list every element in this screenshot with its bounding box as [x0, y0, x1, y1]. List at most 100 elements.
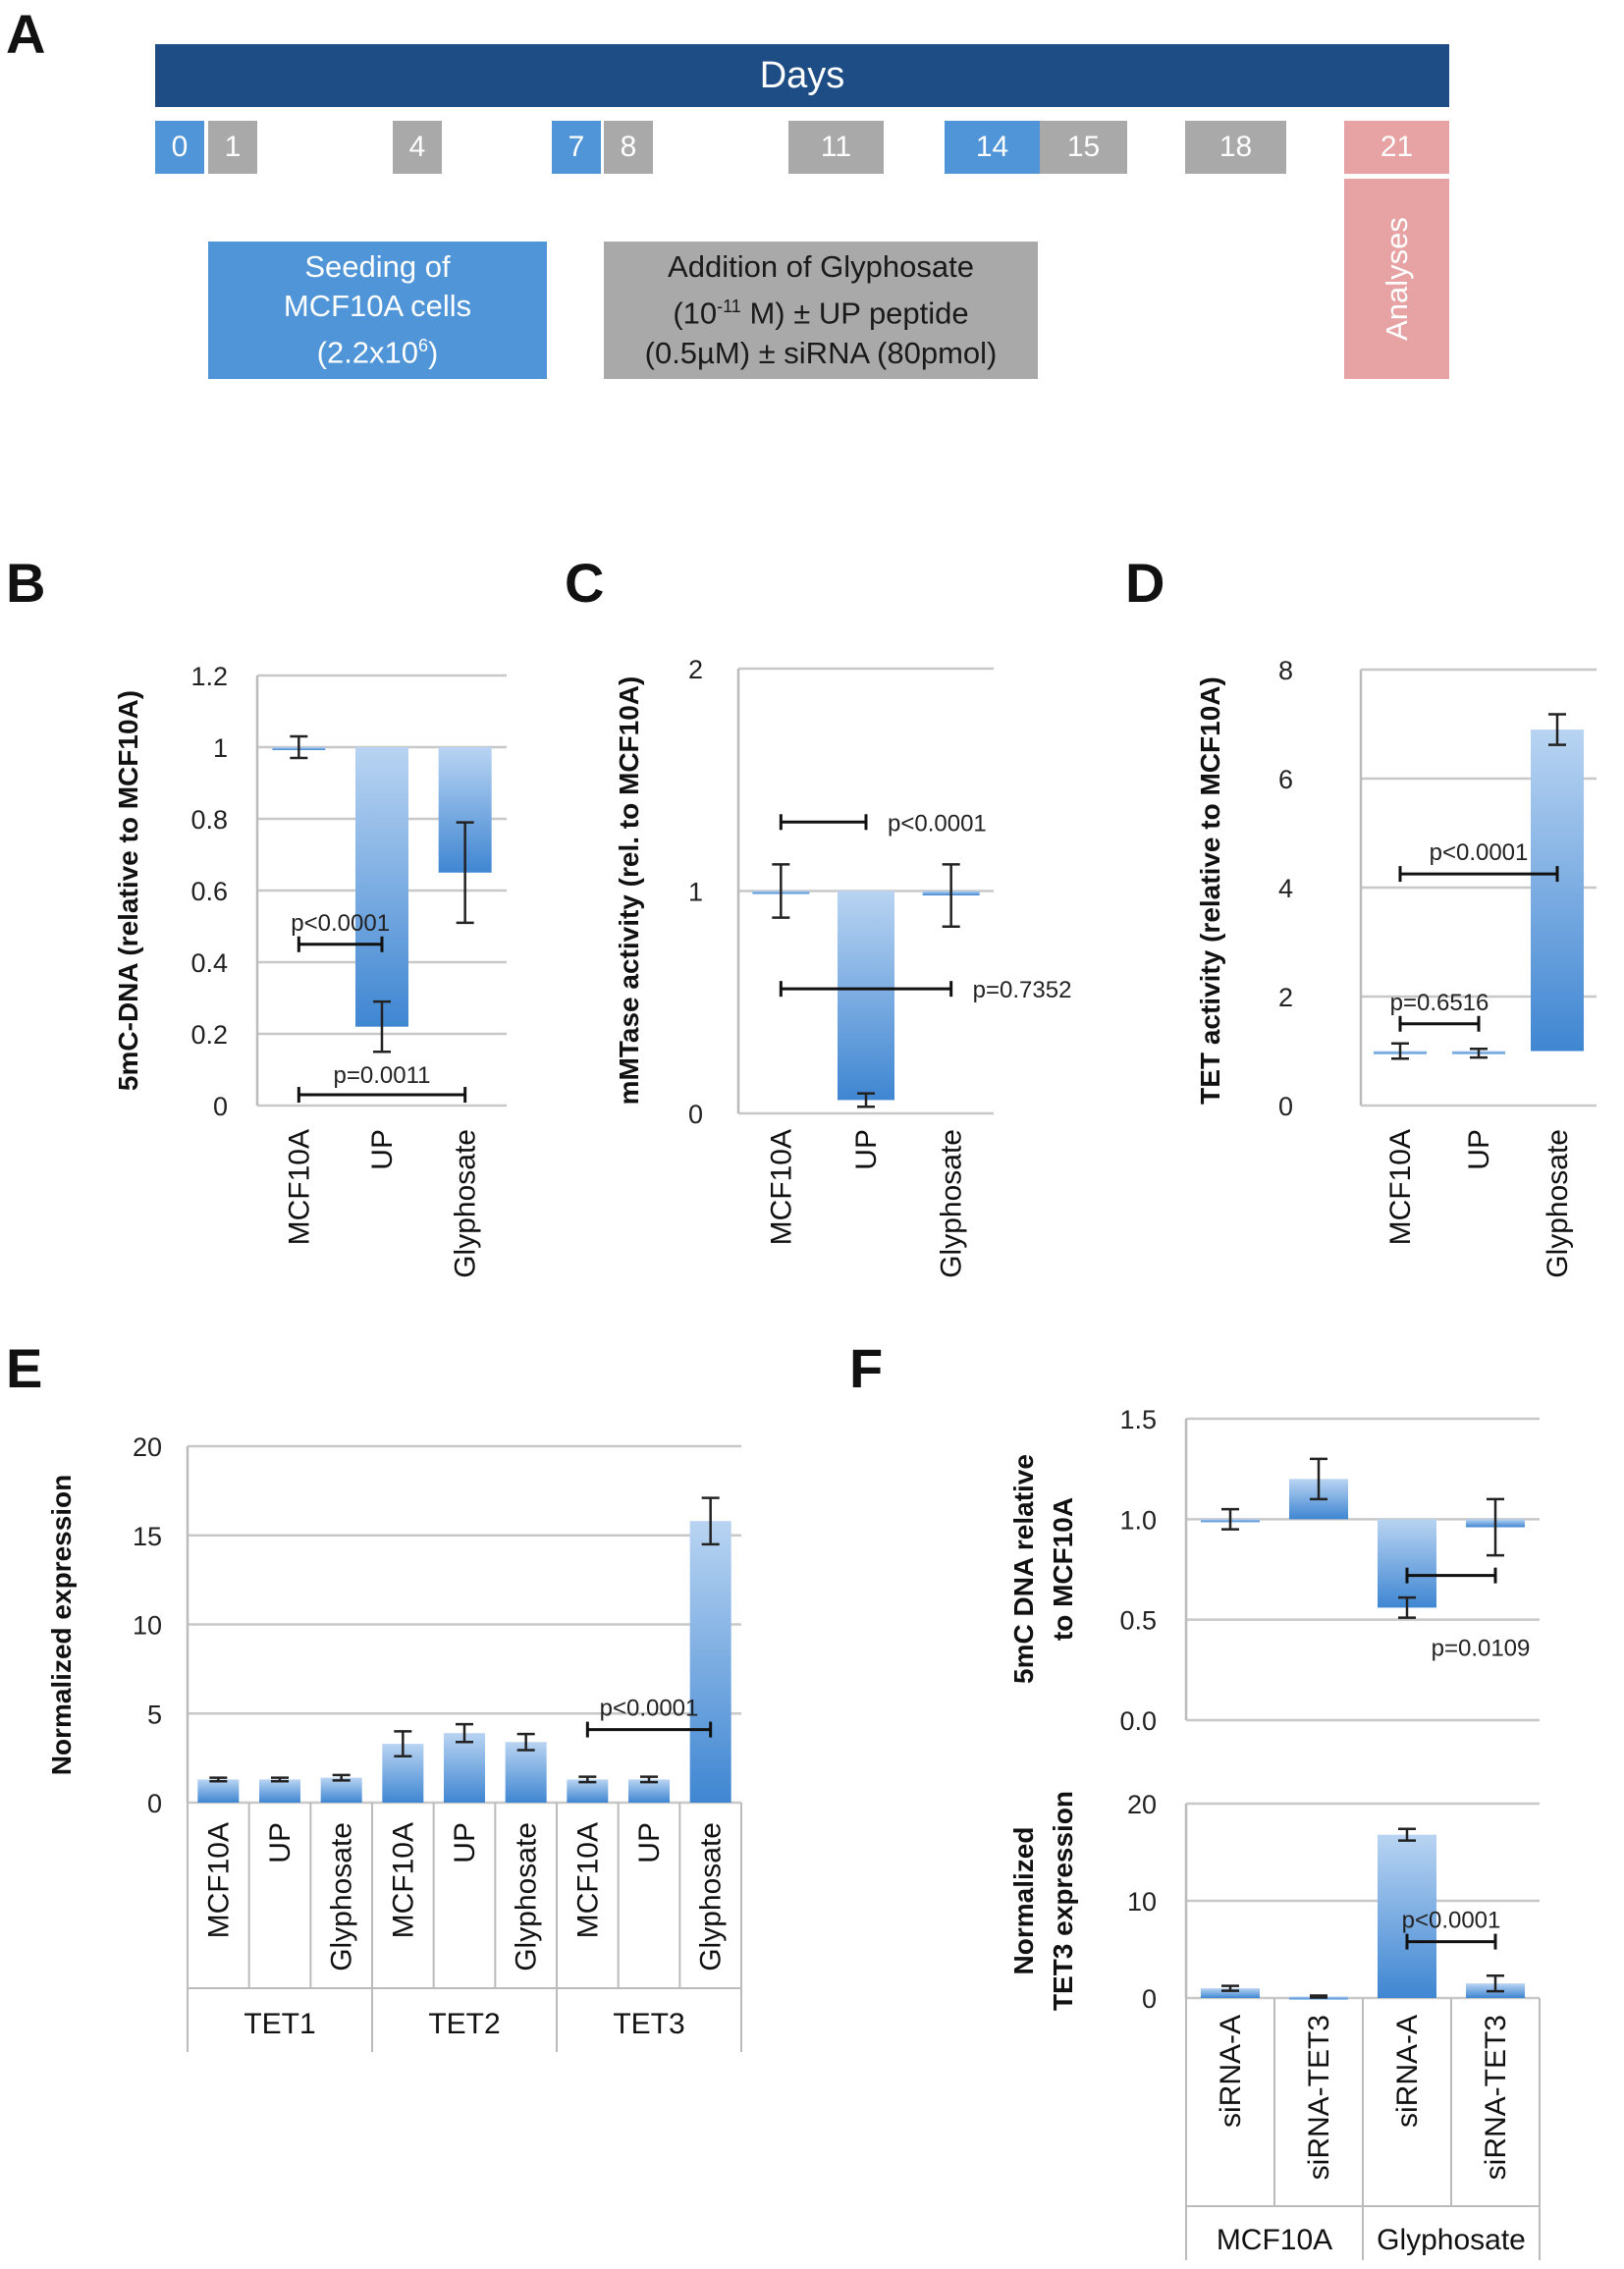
y-tick-label: 1.2 [190, 662, 228, 691]
day-14-box: 14 [945, 121, 1040, 174]
chart-e: 0 5 10 15 20 Normalized expression p<0.0001 MCF… [46, 1432, 742, 2052]
bar [1378, 1519, 1436, 1608]
bar [628, 1779, 670, 1803]
y-axis-title: Normalized expression [46, 1475, 77, 1776]
category-label: UP [850, 1129, 883, 1170]
p-value-label: p<0.0001 [888, 810, 987, 837]
y-tick-label: 0 [1142, 1984, 1157, 2014]
bar [922, 891, 980, 896]
bar [444, 1733, 485, 1803]
category-label: UP [633, 1822, 666, 1864]
category-label: MCF10A [765, 1129, 797, 1245]
bar [1374, 1051, 1427, 1054]
day-15-box: 15 [1040, 121, 1127, 174]
category-label: MCF10A [387, 1822, 419, 1938]
chart-f-top: 0.0 0.5 1.0 1.5 5mC DNA relative to MCF10A p=0… [1008, 1405, 1540, 1736]
seeding-line-1: Seeding of [304, 249, 451, 285]
y-tick-label: 0.4 [190, 948, 228, 978]
bar [1289, 1996, 1348, 2000]
day-1-box: 1 [208, 121, 257, 174]
panel-b-letter: B [6, 552, 45, 614]
y-tick-label: 0.0 [1119, 1706, 1157, 1736]
bar [438, 747, 492, 873]
y-tick-label: 1.5 [1119, 1405, 1157, 1434]
p-value-label: p=0.0011 [334, 1062, 431, 1089]
y-axis-title-line: to MCF10A [1048, 1497, 1078, 1641]
bar [1452, 1051, 1505, 1054]
y-axis-title: 5mC-DNA (relative to MCF10A) [113, 690, 143, 1091]
addition-box: Addition of Glyphosate (10-11 M) ± UP pe… [604, 242, 1038, 379]
bar [1466, 1519, 1525, 1528]
bar [752, 891, 810, 894]
category-label: siRNA-TET3 [1480, 2015, 1512, 2180]
y-tick-label: 2 [688, 655, 703, 684]
y-tick-label: 0 [688, 1100, 703, 1129]
p-value-label: p<0.0001 [600, 1696, 699, 1722]
category-label: siRNA-A [1391, 2015, 1424, 2128]
bar [355, 747, 408, 1027]
y-tick-label: 1 [688, 878, 703, 907]
group-label: TET1 [244, 2008, 315, 2040]
category-label: siRNA-TET3 [1303, 2015, 1335, 2180]
day-8-box: 8 [604, 121, 653, 174]
bar [1289, 1479, 1348, 1520]
y-tick-label: 0 [1278, 1092, 1293, 1121]
addition-line-3: (0.5µM) ± siRNA (80pmol) [644, 335, 998, 370]
p-value-label: p=0.0109 [1432, 1636, 1531, 1662]
category-label: Glyphosate [450, 1129, 482, 1278]
bar [505, 1742, 547, 1803]
seeding-exponent: 6 [418, 336, 429, 356]
y-tick-label: 15 [133, 1522, 162, 1551]
p-value-label: p<0.0001 [291, 910, 390, 937]
category-label: siRNA-A [1215, 2015, 1247, 2128]
addition-conc: (10 [673, 296, 718, 331]
bar [272, 747, 326, 750]
p-value-label: p=0.7352 [973, 977, 1072, 1003]
category-label: MCF10A [1384, 1129, 1417, 1245]
y-tick-label: 10 [133, 1611, 162, 1641]
y-tick-label: 1 [213, 733, 228, 763]
y-tick-label: 5 [147, 1700, 162, 1729]
seeding-line-3: (2.2x106) [317, 326, 439, 372]
category-label: UP [1463, 1129, 1495, 1170]
y-tick-label: 20 [1127, 1790, 1157, 1819]
y-tick-label: 6 [1278, 765, 1293, 794]
addition-up: M) ± UP peptide [740, 296, 969, 331]
days-header: Days [155, 44, 1449, 107]
y-tick-label: 8 [1278, 656, 1293, 685]
y-tick-label: 10 [1127, 1887, 1157, 1917]
bar [1531, 729, 1584, 1052]
y-tick-label: 20 [133, 1432, 162, 1462]
y-tick-label: 0.5 [1119, 1606, 1157, 1636]
bar [838, 891, 894, 1101]
day-7-box: 7 [552, 121, 601, 174]
group-label: TET2 [428, 2008, 500, 2040]
y-tick-label: 0.8 [190, 805, 228, 835]
day-0-box: 0 [155, 121, 204, 174]
category-label: UP [264, 1822, 297, 1864]
chart-d: 0 2 4 6 8 TET activity (relative to MCF10A) p=… [1195, 656, 1597, 1278]
analyses-label: Analyses [1379, 217, 1414, 341]
p-value-label: p=0.6516 [1390, 990, 1489, 1016]
panel-f-letter: F [849, 1337, 883, 1399]
category-label: MCF10A [283, 1129, 315, 1245]
seeding-density: (2.2x10 [316, 335, 419, 370]
day-11-box: 11 [788, 121, 884, 174]
analyses-box: Analyses [1344, 179, 1449, 379]
bar [320, 1777, 362, 1803]
panel-d-letter: D [1125, 552, 1164, 614]
category-label: Glyphosate [511, 1822, 543, 1972]
category-label: MCF10A [202, 1822, 235, 1938]
y-tick-label: 0 [213, 1092, 228, 1121]
category-label: MCF10A [571, 1822, 604, 1938]
group-label: TET3 [613, 2008, 684, 2040]
day-18-box: 18 [1185, 121, 1286, 174]
y-axis-title-line: 5mC DNA relative [1008, 1454, 1039, 1684]
addition-line-1: Addition of Glyphosate [668, 249, 974, 285]
category-label: Glyphosate [326, 1822, 358, 1972]
seeding-line-2: MCF10A cells [283, 289, 472, 324]
bar [1201, 1988, 1260, 1998]
chart-c: 0 1 2 mMTase activity (rel. to MCF10A) p<0.0… [614, 655, 1071, 1278]
day-21-box: 21 [1344, 121, 1449, 174]
y-axis-title: mMTase activity (rel. to MCF10A) [614, 676, 644, 1106]
